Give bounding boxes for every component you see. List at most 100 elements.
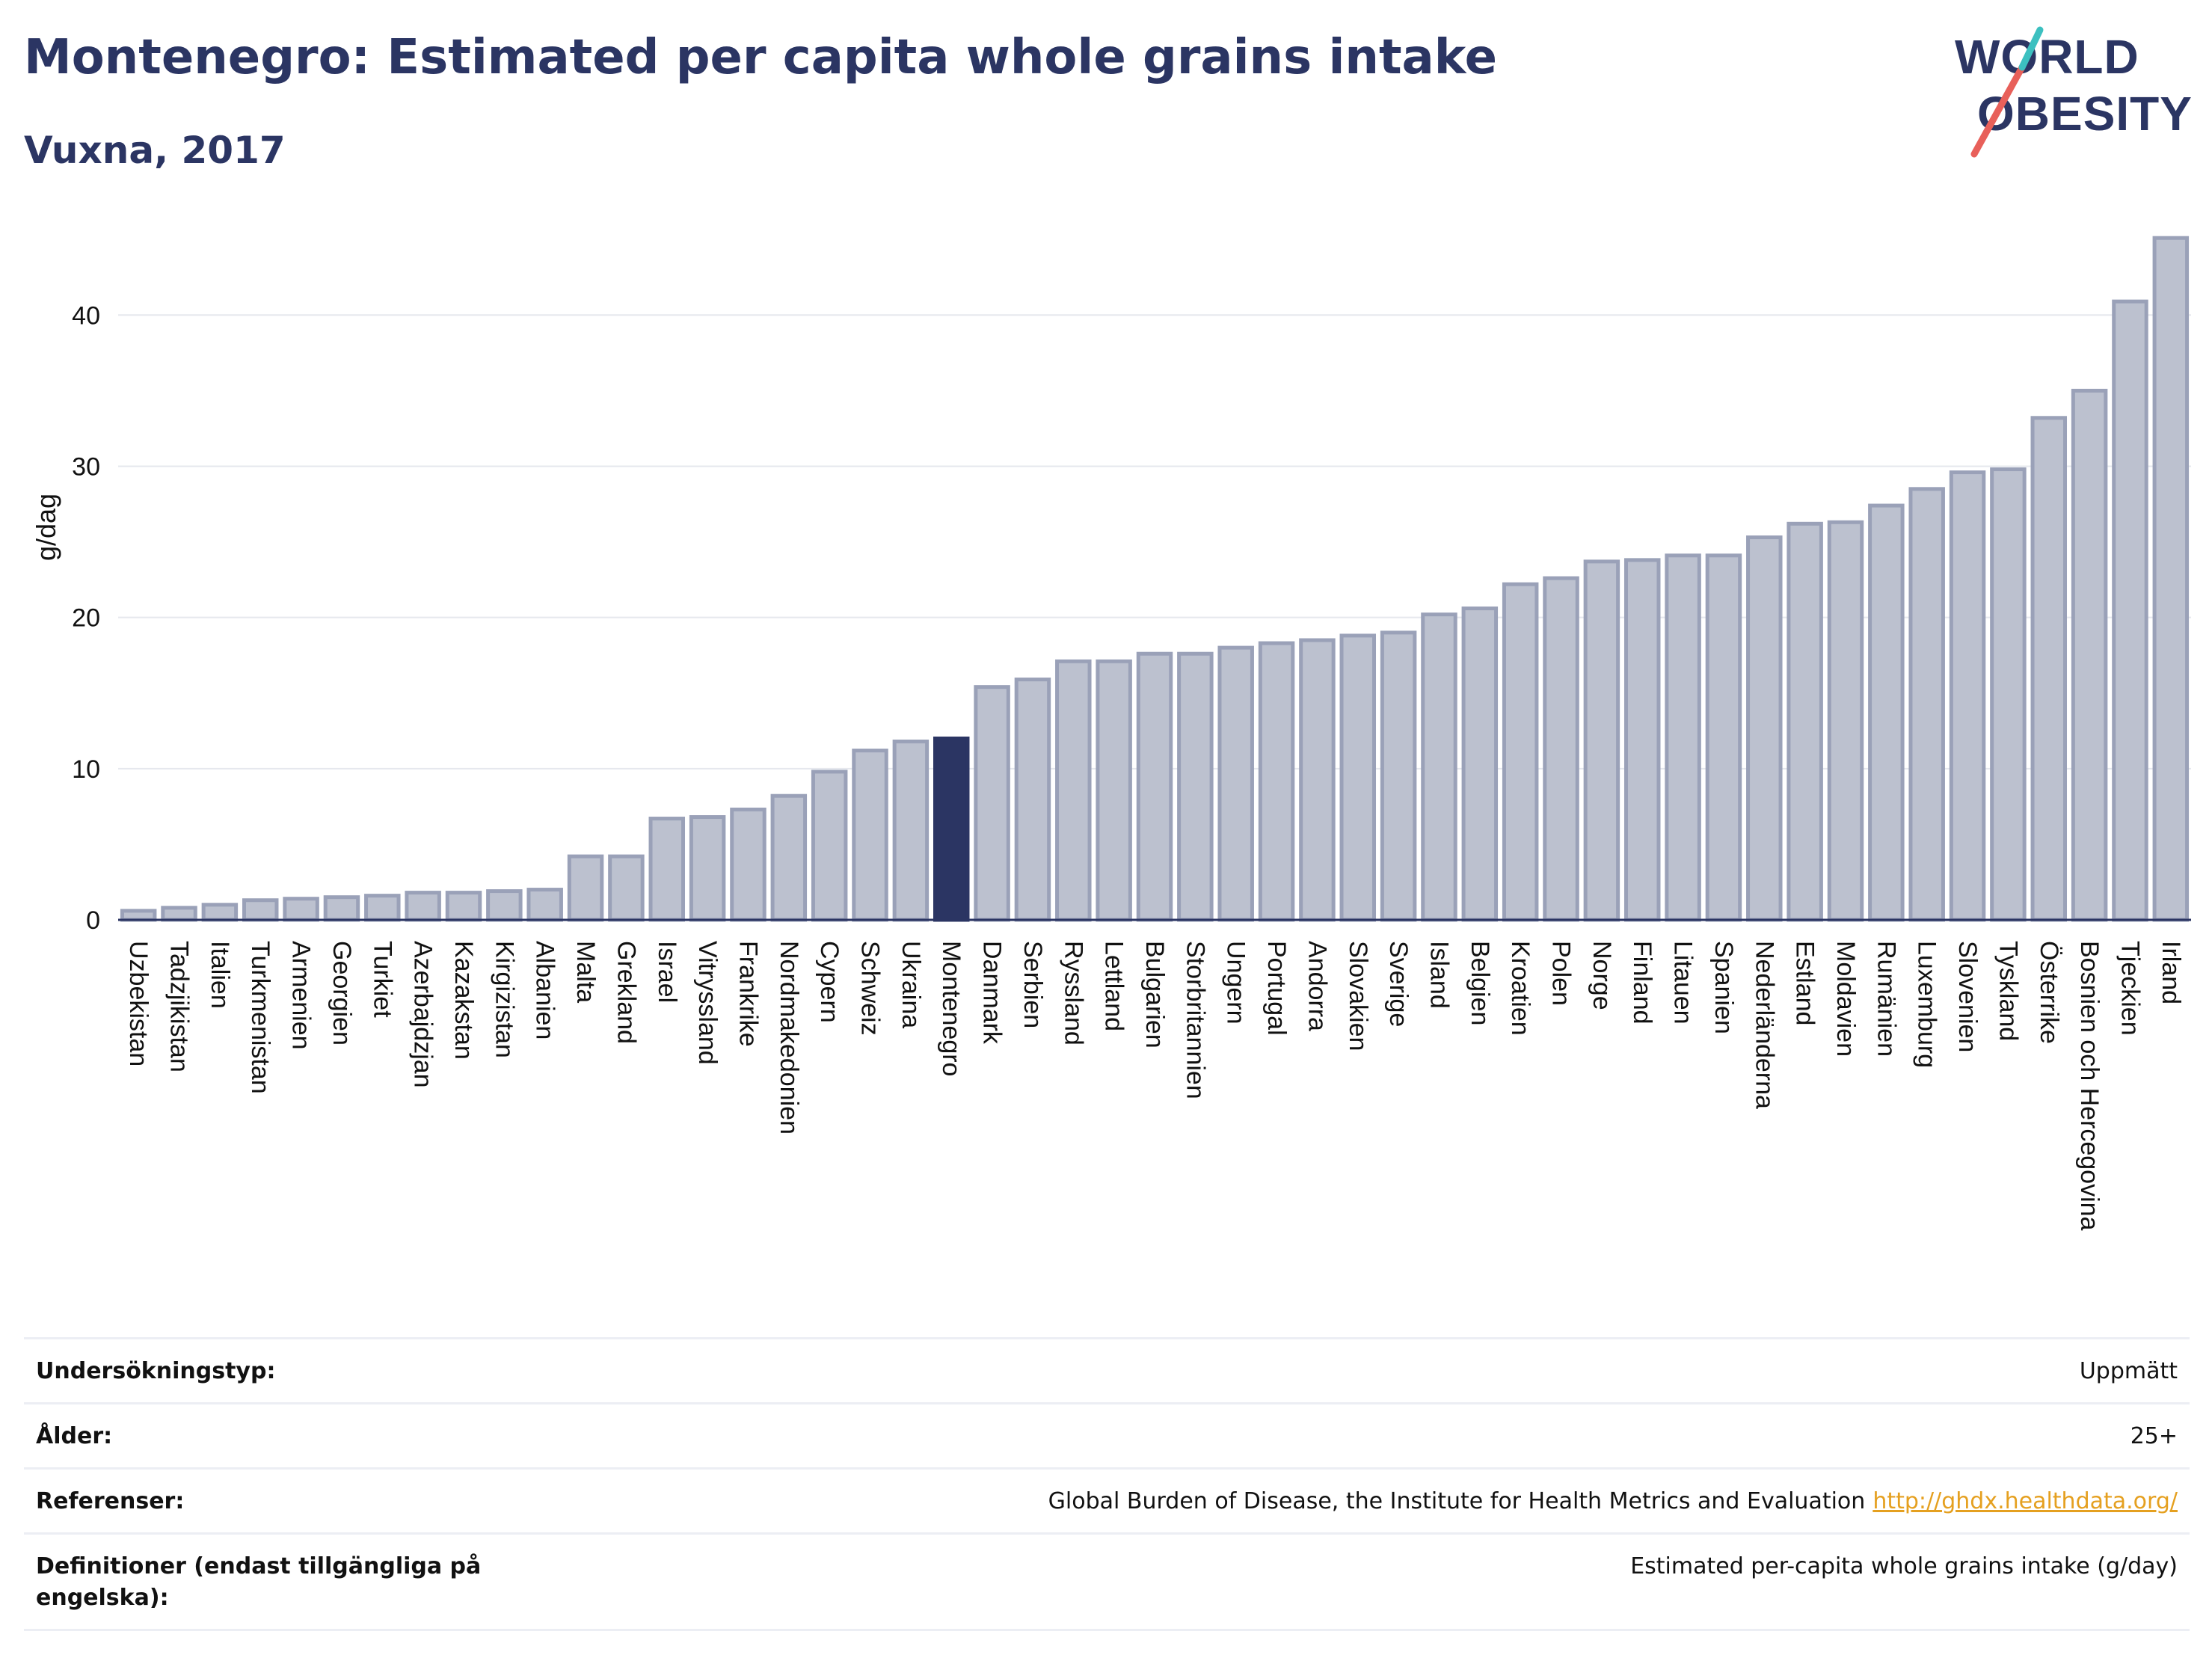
bar-tyskland: [1990, 467, 2027, 922]
x-tick-label: Frankrike: [734, 941, 762, 1047]
bar-montenegro: [933, 736, 970, 922]
bar-italien: [201, 903, 239, 922]
meta-label-age: Ålder:: [36, 1423, 113, 1449]
bar-belgien: [1461, 607, 1499, 922]
x-tick-label: Turkiet: [368, 941, 396, 1018]
x-tick-label: Slovenien: [1953, 941, 1982, 1052]
bar-irland: [2152, 236, 2190, 922]
logo-slash-red: [1970, 64, 2026, 158]
x-tick-label: Albanien: [531, 941, 559, 1040]
x-tick-label: Tyskland: [1994, 941, 2022, 1041]
bar-georgien: [323, 895, 360, 922]
bar-tjeckien: [2112, 299, 2148, 922]
x-tick-label: Bosnien och Hercegovina: [2075, 941, 2104, 1231]
x-tick-label: Montenegro: [937, 941, 965, 1076]
bar-moldavien: [1827, 520, 1864, 922]
meta-label-survey-type: Undersökningstyp:: [36, 1358, 276, 1384]
x-tick-label: Storbritannien: [1181, 941, 1209, 1099]
x-tick-label: Island: [1425, 941, 1453, 1009]
bar-schweiz: [852, 749, 888, 922]
x-tick-label: Sverige: [1384, 941, 1413, 1027]
x-tick-label: Rumänien: [1872, 941, 1900, 1057]
meta-label-definitions: Definitioner (endast tillgängliga på eng…: [36, 1553, 482, 1611]
bar-estland: [1787, 521, 1823, 922]
y-tick-label: 30: [72, 452, 100, 481]
x-tick-label: Serbien: [1019, 941, 1047, 1028]
meta-row-references: Referenser: Global Burden of Disease, th…: [24, 1470, 2190, 1535]
bar-ryssland: [1055, 659, 1092, 922]
x-tick-label: Slovakien: [1344, 941, 1372, 1051]
bar-cypern: [811, 770, 848, 922]
bars: [120, 236, 2190, 922]
bar-ungern: [1217, 645, 1254, 922]
reference-text: Global Burden of Disease, the Institute …: [1048, 1488, 1866, 1514]
x-tick-label: Kazakstan: [449, 941, 478, 1060]
bar-armenien: [283, 897, 319, 922]
x-tick-label: Estland: [1791, 941, 1819, 1025]
x-tick-label: Andorra: [1303, 941, 1331, 1031]
bar-island: [1421, 612, 1457, 922]
logo-slash-teal: [2018, 26, 2044, 71]
x-tick-label: Malta: [571, 941, 600, 1003]
bar-sverige: [1380, 630, 1417, 922]
x-tick-label: Armenien: [287, 941, 316, 1050]
bar-vitryssland: [689, 815, 726, 922]
logo-text-obesity: OBESITY: [1977, 87, 2193, 141]
x-tick-label: Nordmakedonien: [775, 941, 803, 1134]
x-tick-label: Kroatien: [1506, 941, 1534, 1036]
bar-danmark: [974, 685, 1010, 922]
x-tick-labels: Uzbekistan Tadzjikistan Italien Turkmenista…: [124, 941, 2185, 1231]
bar-tadzjikistan: [161, 906, 197, 922]
meta-row-survey-type: Undersökningstyp: Uppmätt: [24, 1339, 2190, 1404]
logo-text-world: WORLD: [1955, 30, 2139, 84]
x-tick-label: Norge: [1588, 941, 1616, 1010]
bar-frankrike: [730, 807, 766, 922]
x-tick-label: Österrike: [2035, 941, 2063, 1044]
bar-lettland: [1096, 659, 1132, 922]
x-tick-label: Moldavien: [1831, 941, 1860, 1057]
bar-chart: 0 10 20 30 40 Uzbekistan Tadzjikistan Italien T…: [31, 236, 2191, 1231]
y-axis-label: g/dag: [31, 494, 61, 561]
x-tick-label: Spanien: [1709, 941, 1738, 1034]
reference-link[interactable]: http://ghdx.healthdata.org/: [1872, 1488, 2178, 1514]
x-tick-label: Nederländerna: [1750, 941, 1778, 1109]
bar-azerbajdzjan: [405, 891, 441, 922]
meta-label-references: Referenser:: [36, 1488, 185, 1514]
bar-luxemburg: [1908, 487, 1945, 922]
x-tick-label: Polen: [1547, 941, 1576, 1006]
y-tick-label: 10: [72, 755, 100, 784]
x-tick-label: Schweiz: [856, 941, 885, 1036]
x-tick-label: Ukraina: [897, 941, 925, 1028]
x-tick-label: Ryssland: [1059, 941, 1087, 1045]
bar-uzbekistan: [120, 909, 157, 922]
bar-albanien: [526, 888, 563, 922]
bar-storbritannien: [1177, 651, 1214, 922]
y-tick-labels: 0 10 20 30 40: [72, 301, 100, 935]
bar-rumänien: [1868, 503, 1905, 922]
bar-malta: [567, 854, 604, 922]
x-tick-label: Italien: [206, 941, 234, 1009]
bar-portugal: [1258, 641, 1295, 922]
bar-nederländerna: [1746, 535, 1783, 922]
chart-subtitle: Vuxna, 2017: [24, 129, 286, 172]
meta-row-age: Ålder: 25+: [24, 1404, 2190, 1470]
bar-slovenien: [1949, 470, 1986, 922]
meta-row-definitions: Definitioner (endast tillgängliga på eng…: [24, 1535, 2190, 1631]
bar-kroatien: [1502, 582, 1539, 922]
bar-kazakstan: [445, 891, 482, 922]
x-tick-label: Lettland: [1100, 941, 1128, 1031]
meta-value-age: 25+: [2130, 1423, 2178, 1449]
x-tick-label: Litauen: [1669, 941, 1698, 1025]
x-tick-label: Georgien: [328, 941, 356, 1045]
x-tick-label: Vitryssland: [693, 941, 722, 1065]
bar-spanien: [1705, 553, 1742, 922]
metadata-table: Undersökningstyp: Uppmätt Ålder: 25+ Ref…: [24, 1337, 2190, 1631]
x-tick-label: Uzbekistan: [124, 941, 153, 1066]
x-tick-label: Cypern: [815, 941, 844, 1023]
y-tick-label: 0: [86, 906, 100, 935]
x-tick-label: Tadzjikistan: [165, 941, 194, 1072]
bar-turkmenistan: [242, 898, 279, 922]
meta-value-references: Global Burden of Disease, the Institute …: [1048, 1486, 2178, 1517]
meta-value-survey-type: Uppmätt: [2079, 1358, 2178, 1384]
bar-österrike: [2030, 416, 2068, 922]
